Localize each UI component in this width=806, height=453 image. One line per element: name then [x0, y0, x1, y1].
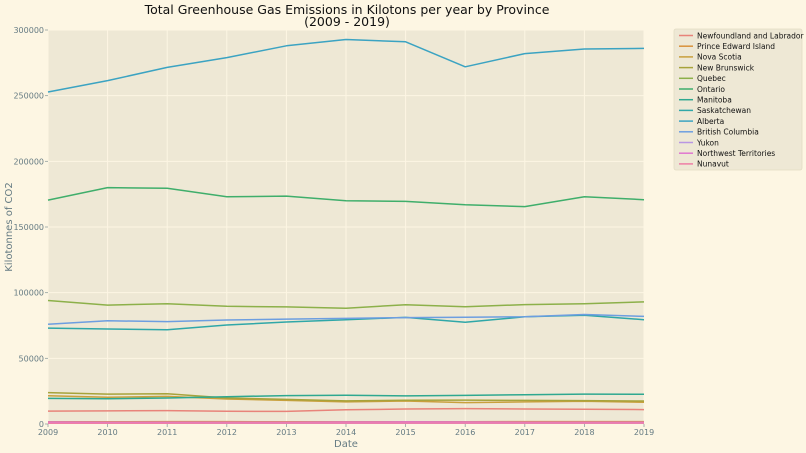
x-tick-label: 2012: [217, 428, 237, 437]
axis-ticks: 0 50000 100000 150000 200000 250000 300000 2009…: [13, 26, 654, 437]
x-tick-label: 2010: [97, 428, 117, 437]
legend-label-alberta: Alberta: [697, 117, 724, 126]
legend-label-nunavut: Nunavut: [697, 160, 729, 169]
series-line-newfoundland-and-labrador: [47, 407, 645, 413]
series-line-manitoba: [47, 393, 645, 400]
legend-label-yukon: Yukon: [696, 138, 719, 147]
x-axis-label: Date: [334, 439, 358, 450]
legend-label-saskatchewan: Saskatchewan: [697, 106, 751, 115]
legend-label-british-columbia: British Columbia: [697, 128, 759, 137]
y-tick-label: 150000: [13, 223, 44, 232]
y-axis-label: Kilotonnes of CO2: [4, 182, 15, 272]
legend: Newfoundland and Labrador Prince Edward I…: [673, 28, 804, 171]
legend-box: [673, 28, 803, 171]
legend-label-new-brunswick: New Brunswick: [697, 63, 755, 72]
legend-label-newfoundland-and-labrador: Newfoundland and Labrador: [697, 31, 804, 40]
legend-label-nova-scotia: Nova Scotia: [697, 53, 742, 62]
legend-label-prince-edward-island: Prince Edward Island: [697, 42, 775, 51]
x-tick-label: 2014: [336, 428, 356, 437]
series-line-british-columbia: [47, 313, 645, 325]
x-tick-label: 2009: [38, 428, 58, 437]
x-tick-label: 2015: [395, 428, 415, 437]
chart-subtitle: (2009 - 2019): [304, 14, 390, 29]
series-line-ontario: [47, 186, 645, 208]
legend-label-northwest-territories: Northwest Territories: [697, 149, 775, 158]
series-lines: [47, 38, 645, 424]
y-tick-label: 250000: [13, 92, 44, 101]
series-line-quebec: [47, 299, 645, 310]
series-line-nova-scotia: [47, 395, 645, 404]
series-line-new-brunswick: [47, 391, 645, 402]
y-tick-label: 200000: [13, 157, 44, 166]
legend-label-manitoba: Manitoba: [697, 96, 732, 105]
x-tick-label: 2016: [455, 428, 475, 437]
legend-label-quebec: Quebec: [697, 74, 726, 83]
series-line-alberta: [47, 38, 645, 93]
x-tick-label: 2019: [634, 428, 654, 437]
x-tick-label: 2011: [157, 428, 177, 437]
legend-label-ontario: Ontario: [697, 85, 725, 94]
y-tick-label: 100000: [13, 289, 44, 298]
x-tick-label: 2018: [574, 428, 594, 437]
y-tick-label: 0: [39, 420, 44, 429]
x-tick-label: 2017: [515, 428, 535, 437]
chart-title: Total Greenhouse Gas Emissions in Kiloto…: [144, 2, 550, 17]
y-tick-label: 50000: [19, 354, 44, 363]
x-tick-label: 2013: [276, 428, 296, 437]
y-tick-label: 300000: [13, 26, 44, 35]
